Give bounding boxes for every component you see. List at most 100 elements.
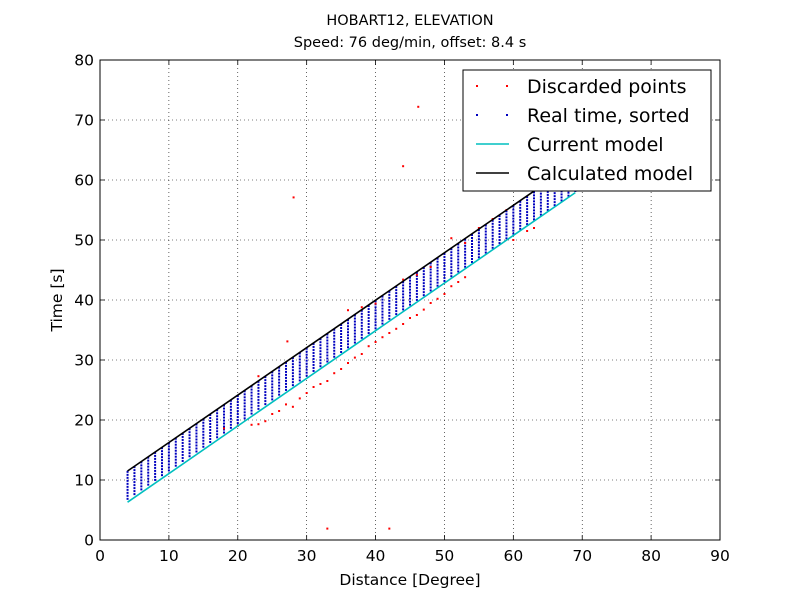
real-time-point <box>236 410 239 413</box>
real-time-point <box>291 372 294 375</box>
real-time-point <box>305 365 308 368</box>
discarded-point <box>353 356 356 359</box>
real-time-point <box>464 244 467 247</box>
real-time-point <box>367 314 370 317</box>
real-time-point <box>271 374 274 377</box>
real-time-point <box>526 208 529 211</box>
real-time-point <box>450 254 453 257</box>
real-time-point <box>477 238 480 241</box>
real-time-point <box>402 290 405 293</box>
real-time-point <box>298 367 301 370</box>
real-time-point <box>395 313 398 316</box>
real-time-point <box>347 322 349 325</box>
real-time-point <box>415 274 418 277</box>
real-time-point <box>298 373 301 376</box>
real-time-point <box>553 204 556 207</box>
real-time-point <box>443 276 446 279</box>
real-time-point <box>498 239 501 242</box>
real-time-point <box>312 360 315 363</box>
real-time-point <box>285 367 287 370</box>
real-time-point <box>167 469 170 472</box>
real-time-point <box>415 283 418 286</box>
real-time-point <box>250 409 253 412</box>
real-time-point <box>409 294 411 297</box>
real-time-point <box>291 363 294 366</box>
real-time-point <box>471 255 473 258</box>
discarded-point <box>360 353 363 355</box>
real-time-point <box>402 293 405 296</box>
real-time-point <box>271 389 274 392</box>
real-time-point <box>360 333 363 336</box>
discarded-point <box>415 314 418 316</box>
real-time-point <box>209 441 212 444</box>
real-time-point <box>422 285 425 288</box>
real-time-point <box>326 348 329 351</box>
real-time-point <box>498 224 501 227</box>
real-time-point <box>491 246 494 249</box>
real-time-point <box>326 345 329 348</box>
real-time-point <box>519 206 522 209</box>
real-time-point <box>319 350 322 353</box>
real-time-point <box>250 403 253 406</box>
real-time-point <box>229 408 232 411</box>
real-time-point <box>298 364 301 367</box>
real-time-point <box>360 327 363 330</box>
real-time-point <box>305 362 308 365</box>
real-time-point <box>133 484 136 487</box>
real-time-point <box>360 324 363 327</box>
real-time-point <box>484 230 487 233</box>
x-tick-label: 40 <box>366 547 386 565</box>
real-time-point <box>229 414 232 417</box>
real-time-point <box>147 465 150 468</box>
real-time-point <box>457 267 460 270</box>
real-time-point <box>450 269 453 272</box>
real-time-point <box>353 335 356 338</box>
real-time-point <box>340 327 343 330</box>
real-time-point <box>298 370 301 373</box>
real-time-point <box>381 319 384 322</box>
real-time-point <box>298 352 301 355</box>
real-time-point <box>436 257 439 260</box>
real-time-point <box>484 242 487 245</box>
real-time-point <box>154 472 157 475</box>
real-time-point <box>340 345 343 348</box>
real-time-point <box>147 462 150 465</box>
real-time-point <box>161 471 163 474</box>
real-time-point <box>388 317 391 320</box>
real-time-point <box>491 225 494 228</box>
real-time-point <box>367 317 370 320</box>
discarded-point <box>271 413 274 415</box>
real-time-point <box>477 250 480 253</box>
real-time-point <box>326 336 329 339</box>
real-time-point <box>174 452 177 455</box>
real-time-point <box>285 364 287 367</box>
real-time-point <box>257 407 260 410</box>
real-time-point <box>464 247 467 250</box>
real-time-point <box>429 289 432 292</box>
real-time-point <box>477 229 480 232</box>
chart-subtitle: Speed: 76 deg/min, offset: 8.4 s <box>294 35 527 51</box>
real-time-point <box>202 433 205 436</box>
discarded-point <box>374 302 377 305</box>
model-lines <box>127 161 576 503</box>
real-time-point <box>257 380 260 383</box>
real-time-point <box>319 338 322 341</box>
x-tick-label: 10 <box>159 547 179 565</box>
real-time-point <box>512 208 515 211</box>
discarded-point <box>533 227 535 229</box>
real-time-point <box>243 399 246 402</box>
x-tick-label: 70 <box>572 547 592 565</box>
real-time-point <box>257 395 260 398</box>
x-tick-label: 80 <box>641 547 661 565</box>
real-time-point <box>477 232 480 235</box>
real-time-point <box>546 193 549 196</box>
real-time-point <box>285 376 287 379</box>
real-time-point <box>560 196 563 199</box>
real-time-point <box>367 305 370 308</box>
real-time-point <box>161 465 163 468</box>
real-time-point <box>360 321 363 324</box>
real-time-point <box>450 248 453 251</box>
real-time-point <box>147 468 150 471</box>
discarded-point <box>326 527 329 530</box>
real-time-point <box>236 401 239 404</box>
